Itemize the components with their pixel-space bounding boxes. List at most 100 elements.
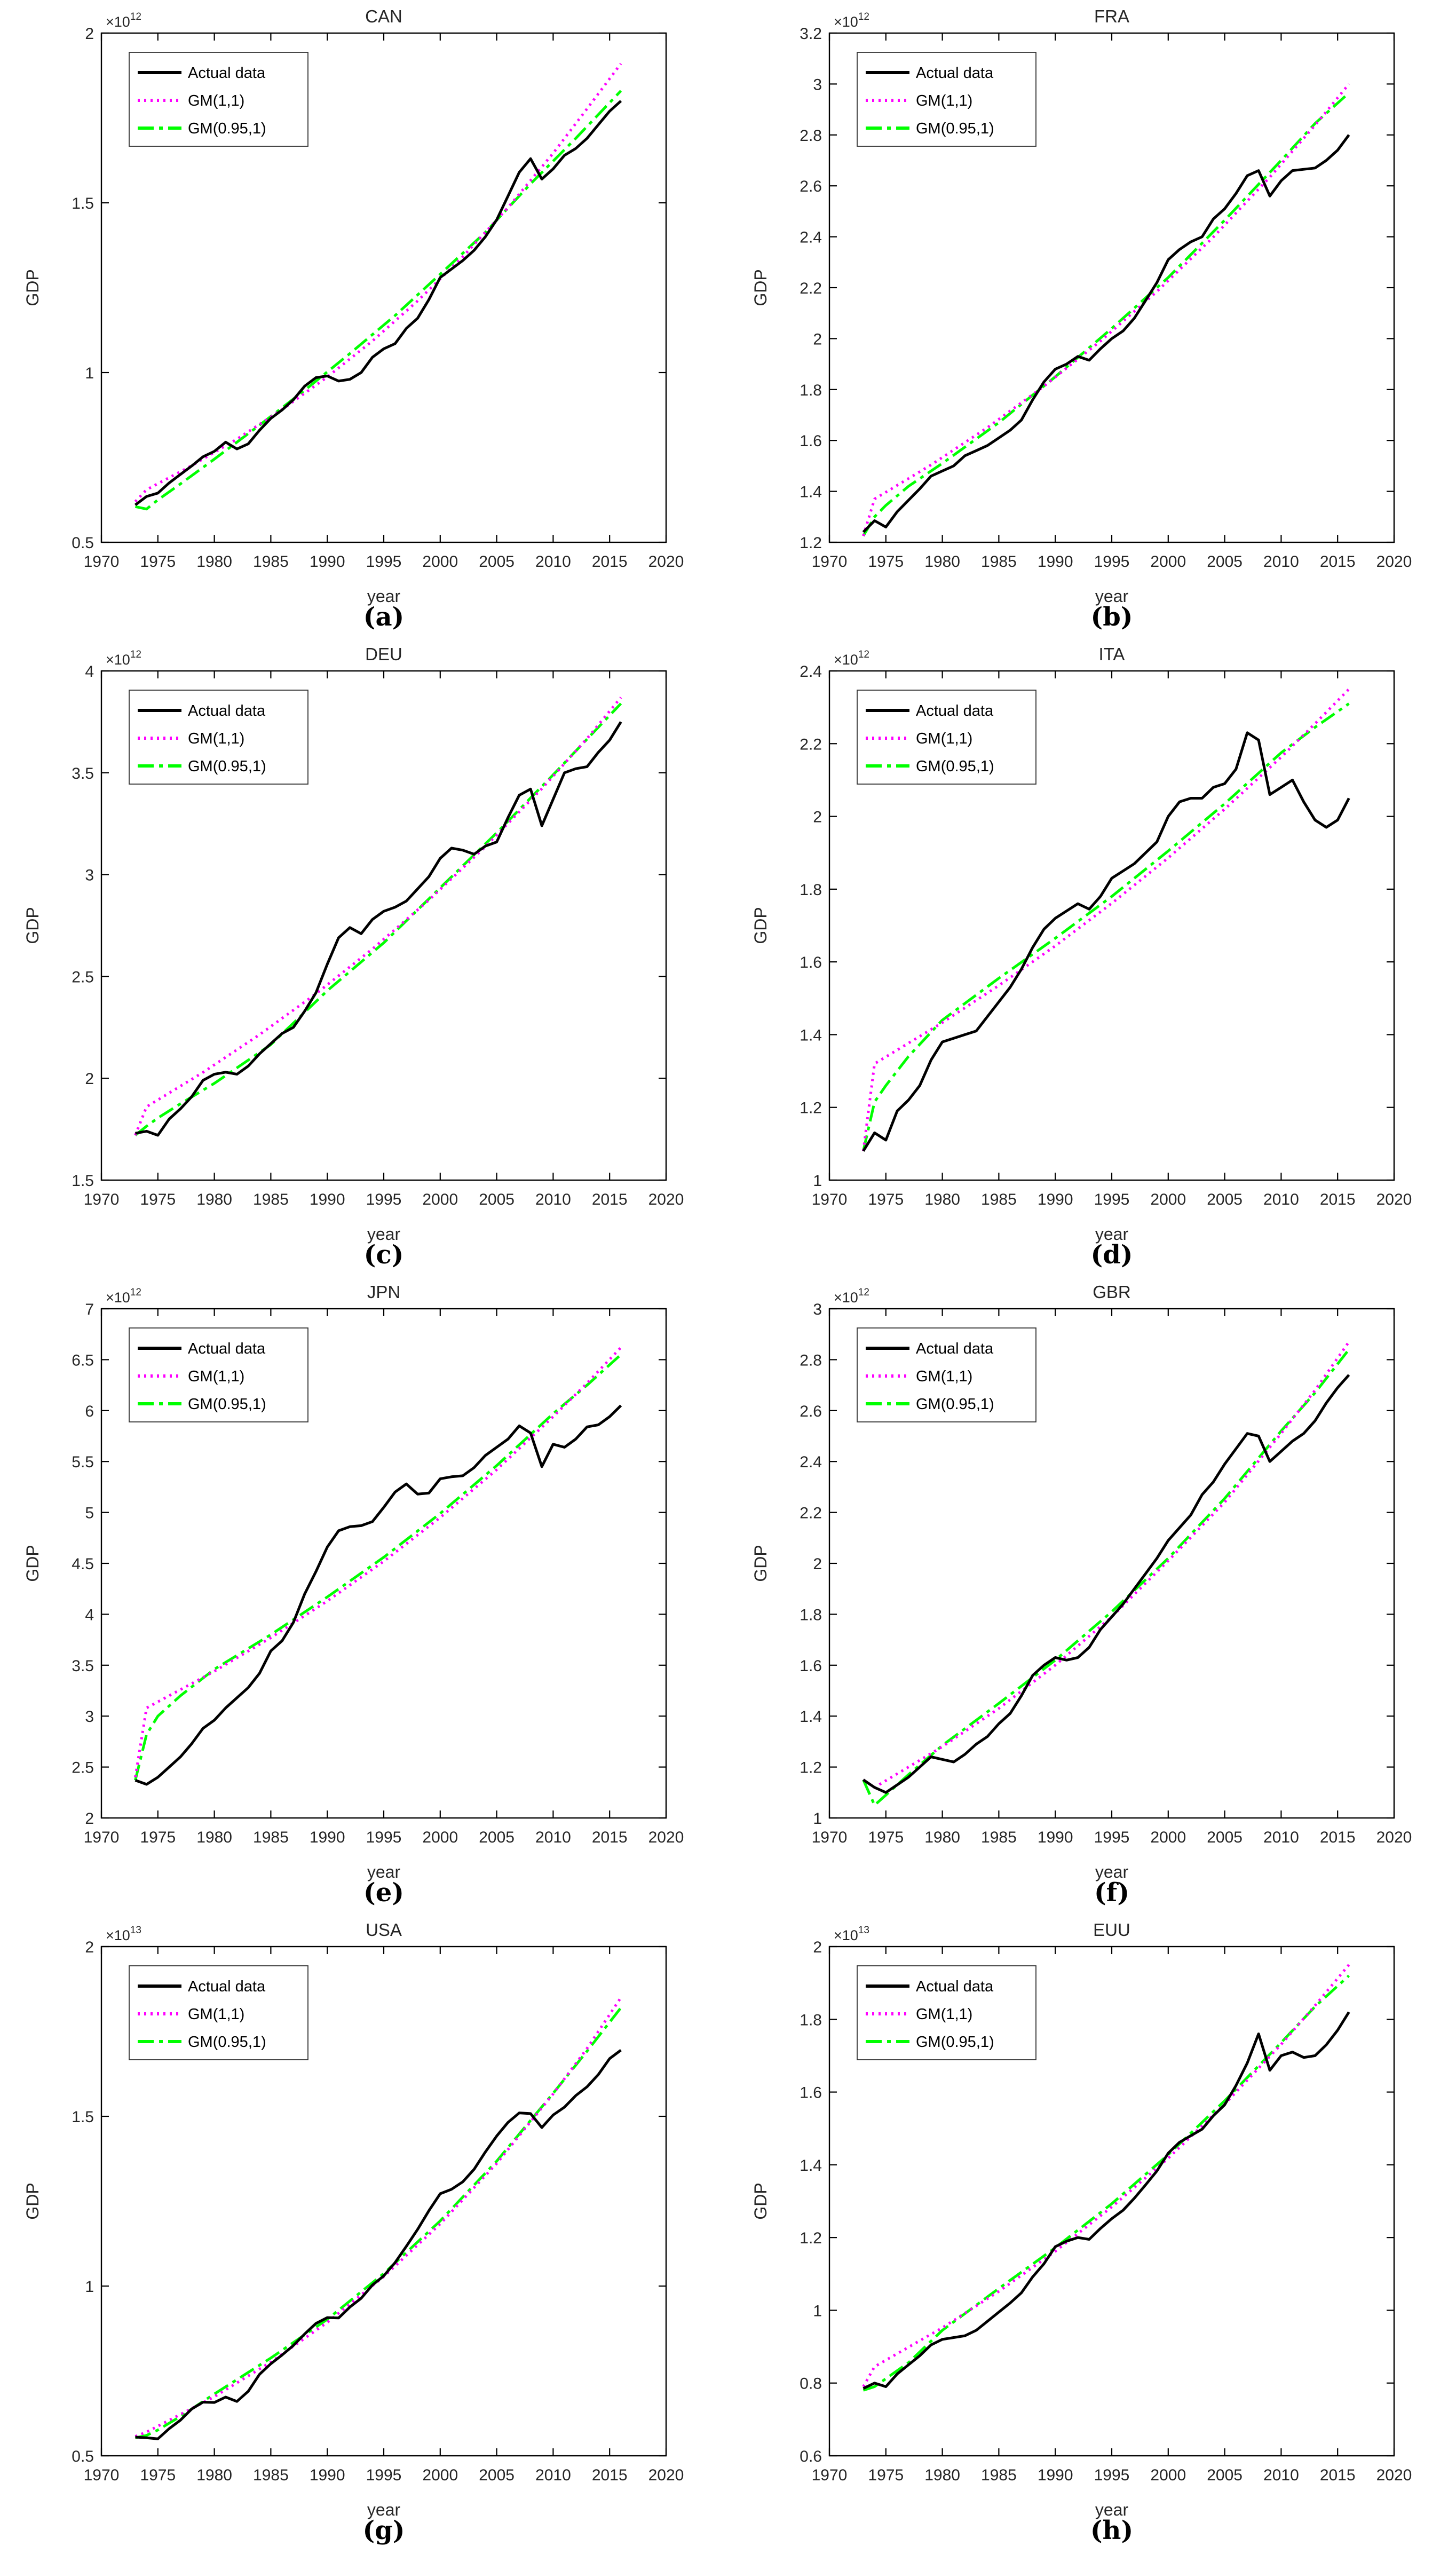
subfigure-caption: (b) <box>1091 602 1133 632</box>
x-tick-label: 1995 <box>366 1191 402 1208</box>
chart-background <box>0 1276 728 1913</box>
y-tick-label: 6 <box>85 1403 94 1420</box>
x-tick-label: 2015 <box>592 2466 628 2484</box>
y-tick-label: 1.5 <box>72 1172 94 1190</box>
x-tick-label: 1980 <box>196 2466 232 2484</box>
x-tick-label: 1990 <box>1038 1191 1073 1208</box>
y-tick-label: 1 <box>813 1810 822 1828</box>
series-gm11-line <box>862 1964 1350 2387</box>
legend-label-gm095: GM(0.95,1) <box>916 1396 994 1413</box>
y-tick-label: 3 <box>85 867 94 884</box>
series-actual-line <box>862 731 1350 1152</box>
series-gm11-line <box>862 83 1350 536</box>
legend-label-actual: Actual data <box>916 702 994 719</box>
x-tick-label: 2005 <box>1207 1829 1243 1846</box>
x-tick-label: 2005 <box>479 553 515 571</box>
series-actual-line <box>862 2011 1350 2390</box>
y-axis-exponent: ×1013 <box>834 1925 869 1943</box>
x-tick-label: 2000 <box>1150 1829 1186 1846</box>
x-tick-label: 1985 <box>981 553 1017 571</box>
subfigure-caption: (d) <box>1091 1240 1133 1270</box>
chart-background <box>728 638 1456 1276</box>
x-tick-label: 2000 <box>1150 1191 1186 1208</box>
chart-title: USA <box>366 1920 402 1940</box>
y-axis-exponent: ×1012 <box>834 649 869 668</box>
x-axis-label: year <box>1095 587 1129 606</box>
chart-title: CAN <box>365 6 402 26</box>
x-tick-label: 1995 <box>366 1829 402 1846</box>
legend-label-gm095: GM(0.95,1) <box>916 2034 994 2051</box>
legend-label-actual: Actual data <box>188 702 266 719</box>
x-tick-label: 2015 <box>1320 1191 1356 1208</box>
y-tick-label: 4 <box>85 1606 94 1624</box>
y-tick-label: 1.8 <box>800 382 822 399</box>
x-tick-label: 1975 <box>140 1191 176 1208</box>
chart-title: JPN <box>367 1282 400 1302</box>
chart-svg-GBR: GBR ×1012 1970 1975 1980 1985 1990 1995 2000 2005… <box>728 1276 1456 1913</box>
y-tick-label: 2.6 <box>800 1403 822 1420</box>
x-tick-label: 1980 <box>924 1191 960 1208</box>
series-actual-line <box>134 1404 622 1786</box>
x-tick-label: 1985 <box>981 2466 1017 2484</box>
y-tick-label: 1.2 <box>800 534 822 552</box>
x-tick-label: 2015 <box>1320 1829 1356 1846</box>
x-tick-label: 1985 <box>981 1829 1017 1846</box>
legend-label-gm095: GM(0.95,1) <box>188 758 266 775</box>
y-tick-label: 1.5 <box>72 2108 94 2126</box>
x-tick-label: 1980 <box>924 553 960 571</box>
y-tick-label: 2.2 <box>800 1505 822 1522</box>
x-tick-label: 2020 <box>1376 2466 1412 2484</box>
y-tick-label: 2 <box>813 1555 822 1573</box>
x-tick-label: 1990 <box>1038 2466 1073 2484</box>
chart-title: DEU <box>365 644 402 664</box>
chart-panel-JPN: JPN ×1012 1970 1975 1980 1985 1990 1995 2000 2005… <box>0 1276 728 1913</box>
x-tick-label: 2010 <box>535 2466 571 2484</box>
x-tick-label: 1980 <box>196 553 232 571</box>
chart-svg-FRA: FRA ×1012 1970 1975 1980 1985 1990 1995 2000 2005… <box>728 0 1456 638</box>
chart-svg-JPN: JPN ×1012 1970 1975 1980 1985 1990 1995 2000 2005… <box>0 1276 728 1913</box>
legend-label-actual: Actual data <box>188 1340 266 1357</box>
x-tick-label: 2020 <box>648 1191 684 1208</box>
y-tick-label: 1.6 <box>800 954 822 971</box>
chart-background <box>728 1276 1456 1913</box>
chart-panel-CAN: CAN ×1012 1970 1975 1980 1985 1990 1995 2000 2005… <box>0 0 728 638</box>
x-tick-label: 1970 <box>812 1829 848 1846</box>
legend-label-gm11: GM(1,1) <box>916 1368 972 1385</box>
x-tick-label: 1995 <box>366 2466 402 2484</box>
x-tick-label: 1975 <box>140 1829 176 1846</box>
y-tick-label: 2.6 <box>800 178 822 195</box>
y-axis-label: GDP <box>751 269 770 306</box>
chart-panel-EUU: EUU ×1013 1970 1975 1980 1985 1990 1995 2000 2005… <box>728 1913 1456 2551</box>
series-actual-line <box>134 100 622 506</box>
subfigure-caption: (g) <box>363 2516 405 2545</box>
y-tick-label: 1 <box>85 365 94 382</box>
y-tick-label: 2.2 <box>800 280 822 297</box>
x-tick-label: 2005 <box>479 2466 515 2484</box>
y-tick-label: 1.6 <box>800 1657 822 1675</box>
x-tick-label: 2010 <box>535 1191 571 1208</box>
chart-svg-USA: USA ×1013 1970 1975 1980 1985 1990 1995 2000 2005… <box>0 1913 728 2551</box>
y-axis-label: GDP <box>23 907 42 944</box>
x-axis-label: year <box>367 1224 401 1244</box>
y-tick-label: 2.5 <box>72 1759 94 1777</box>
x-tick-label: 2010 <box>1263 1829 1299 1846</box>
y-tick-label: 2 <box>85 1810 94 1828</box>
y-axis-label: GDP <box>751 1545 770 1582</box>
chart-title: FRA <box>1094 6 1129 26</box>
series-gm095-line <box>862 702 1350 1152</box>
chart-title: ITA <box>1099 644 1125 664</box>
y-tick-label: 1.2 <box>800 1759 822 1777</box>
x-tick-label: 1970 <box>812 2466 848 2484</box>
legend-label-actual: Actual data <box>916 1978 994 1995</box>
x-tick-label: 1990 <box>310 553 345 571</box>
legend-label-gm11: GM(1,1) <box>916 92 972 109</box>
x-tick-label: 1980 <box>924 1829 960 1846</box>
chart-title: EUU <box>1093 1920 1130 1940</box>
series-actual-line <box>135 721 622 1137</box>
y-tick-label: 1.5 <box>72 195 94 212</box>
x-tick-label: 1970 <box>84 1191 120 1208</box>
y-tick-label: 2 <box>85 25 94 43</box>
chart-panel-GBR: GBR ×1012 1970 1975 1980 1985 1990 1995 2000 2005… <box>728 1276 1456 1913</box>
series-gm095-line <box>134 2006 622 2439</box>
y-tick-label: 1.6 <box>800 2084 822 2102</box>
